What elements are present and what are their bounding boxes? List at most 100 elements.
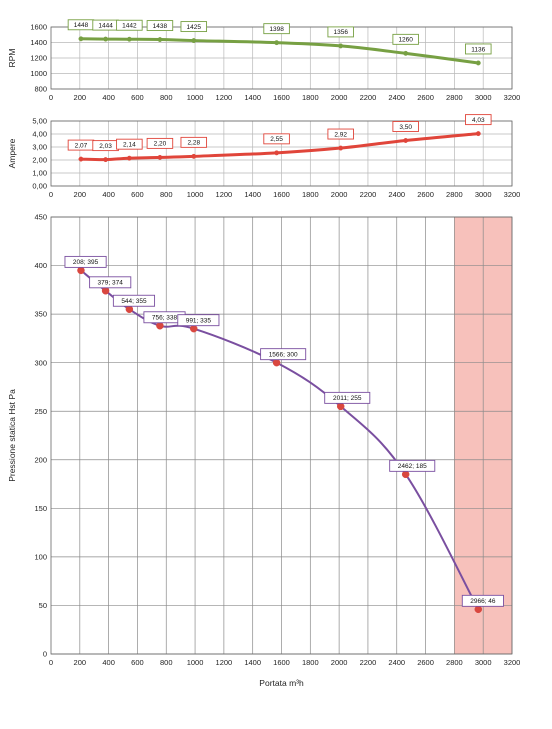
x-tick-label: 2800 [446, 190, 463, 199]
data-label-box [180, 136, 208, 148]
x-tick-label: 3200 [504, 93, 521, 102]
data-point [103, 157, 109, 163]
x-tick-label: 2200 [360, 658, 377, 667]
x-tick-label: 1000 [187, 190, 204, 199]
data-label-text: 2,14 [123, 141, 136, 148]
plot-area [50, 120, 513, 187]
x-tick-label: 2000 [331, 658, 348, 667]
x-tick-label: 3000 [475, 93, 492, 102]
x-tick-label: 600 [131, 658, 144, 667]
data-point [156, 322, 164, 330]
data-point [274, 40, 280, 46]
x-axis-title: Portata m³h [259, 678, 304, 688]
data-point [191, 153, 197, 159]
x-tick-label: 400 [102, 93, 115, 102]
y-tick-label: 1000 [30, 69, 47, 78]
data-label: 2,28 [180, 136, 208, 148]
x-tick-label: 1600 [273, 93, 290, 102]
data-label-box [116, 19, 143, 31]
x-tick-label: 3000 [475, 658, 492, 667]
data-point [272, 358, 281, 367]
data-label: 2,03 [92, 140, 119, 152]
data-label: 1448 [67, 19, 95, 31]
y-tick-label: 50 [39, 601, 47, 610]
x-tick-label: 1200 [216, 190, 233, 199]
plot-area [50, 216, 513, 655]
data-label-box [89, 276, 132, 289]
data-label-text: 208; 395 [73, 259, 99, 266]
x-tick-label: 600 [131, 93, 144, 102]
x-tick-label: 1800 [302, 190, 319, 199]
y-tick-label: 100 [34, 552, 47, 561]
data-label-box [112, 294, 156, 307]
data-label: 2,55 [263, 133, 290, 145]
data-label-text: 2011; 255 [333, 395, 362, 402]
y-tick-label: 1600 [30, 23, 47, 32]
x-tick-label: 200 [74, 658, 87, 667]
data-label: 2,92 [327, 128, 354, 140]
data-point [475, 131, 481, 137]
data-label: 1356 [327, 26, 354, 38]
x-tick-label: 1600 [273, 190, 290, 199]
x-tick-label: 400 [102, 658, 115, 667]
data-label-box [389, 459, 436, 472]
data-label: 1566; 300 [260, 348, 307, 361]
x-tick-label: 1200 [216, 93, 233, 102]
x-tick-label: 600 [131, 190, 144, 199]
data-label: 208; 395 [64, 255, 107, 268]
data-point [78, 36, 84, 42]
data-point [103, 36, 109, 42]
data-label-text: 2462; 185 [398, 463, 427, 470]
data-label: 1442 [116, 19, 143, 31]
data-label: 991; 335 [177, 314, 220, 327]
data-point [338, 43, 344, 49]
data-label-text: 1442 [122, 23, 137, 30]
x-tick-label: 2800 [446, 658, 463, 667]
x-tick-label: 2400 [388, 190, 405, 199]
data-label-text: 1448 [74, 22, 89, 29]
x-tick-label: 1400 [244, 658, 261, 667]
x-tick-label: 1400 [244, 190, 261, 199]
data-label: 2,14 [116, 138, 143, 150]
data-label: 4,03 [465, 114, 492, 126]
data-label-box [392, 33, 419, 45]
data-point [126, 36, 132, 42]
data-label: 2966; 46 [461, 594, 504, 607]
data-label-box [146, 137, 174, 149]
data-label-box [392, 121, 419, 132]
data-label: 2462; 185 [389, 459, 436, 472]
x-tick-label: 0 [49, 658, 53, 667]
data-point [191, 38, 197, 44]
data-label: 379; 374 [89, 276, 132, 289]
data-label: 2011; 255 [324, 391, 371, 404]
data-point [403, 50, 409, 56]
data-label: 1438 [146, 20, 174, 32]
chart-3: 0 200 400 600 800 1000 1200 1400 1600 1800 2000 220… [7, 213, 520, 688]
data-label-text: 1444 [98, 22, 113, 29]
data-label-box [146, 20, 174, 32]
y-axis-title: Pressione statica Hst Pa [7, 389, 17, 482]
y-tick-label: 3,00 [32, 143, 47, 152]
y-tick-label: 350 [34, 310, 47, 319]
data-label-box [177, 314, 220, 327]
y-tick-label: 1200 [30, 54, 47, 63]
x-tick-label: 2000 [331, 190, 348, 199]
data-label-box [324, 391, 371, 404]
y-axis-title: Ampere [7, 138, 17, 168]
x-tick-label: 2200 [360, 190, 377, 199]
y-axis-title: RPM [7, 49, 17, 68]
chart-2: 0 200 400 600 800 1000 1200 1400 1600 1800 2000 220… [7, 114, 520, 199]
data-label-text: 1566; 300 [269, 351, 298, 358]
data-label-text: 756; 338 [152, 315, 178, 322]
data-label-text: 2,28 [187, 140, 200, 147]
data-label-text: 2,55 [270, 136, 283, 143]
x-tick-label: 200 [74, 190, 87, 199]
data-label-text: 1438 [153, 23, 168, 30]
y-tick-label: 4,00 [32, 130, 47, 139]
x-tick-label: 1600 [273, 658, 290, 667]
x-tick-label: 200 [74, 93, 87, 102]
data-label-box [116, 138, 143, 150]
data-label-text: 1356 [333, 29, 348, 36]
y-tick-label: 250 [34, 407, 47, 416]
data-point [403, 138, 409, 143]
